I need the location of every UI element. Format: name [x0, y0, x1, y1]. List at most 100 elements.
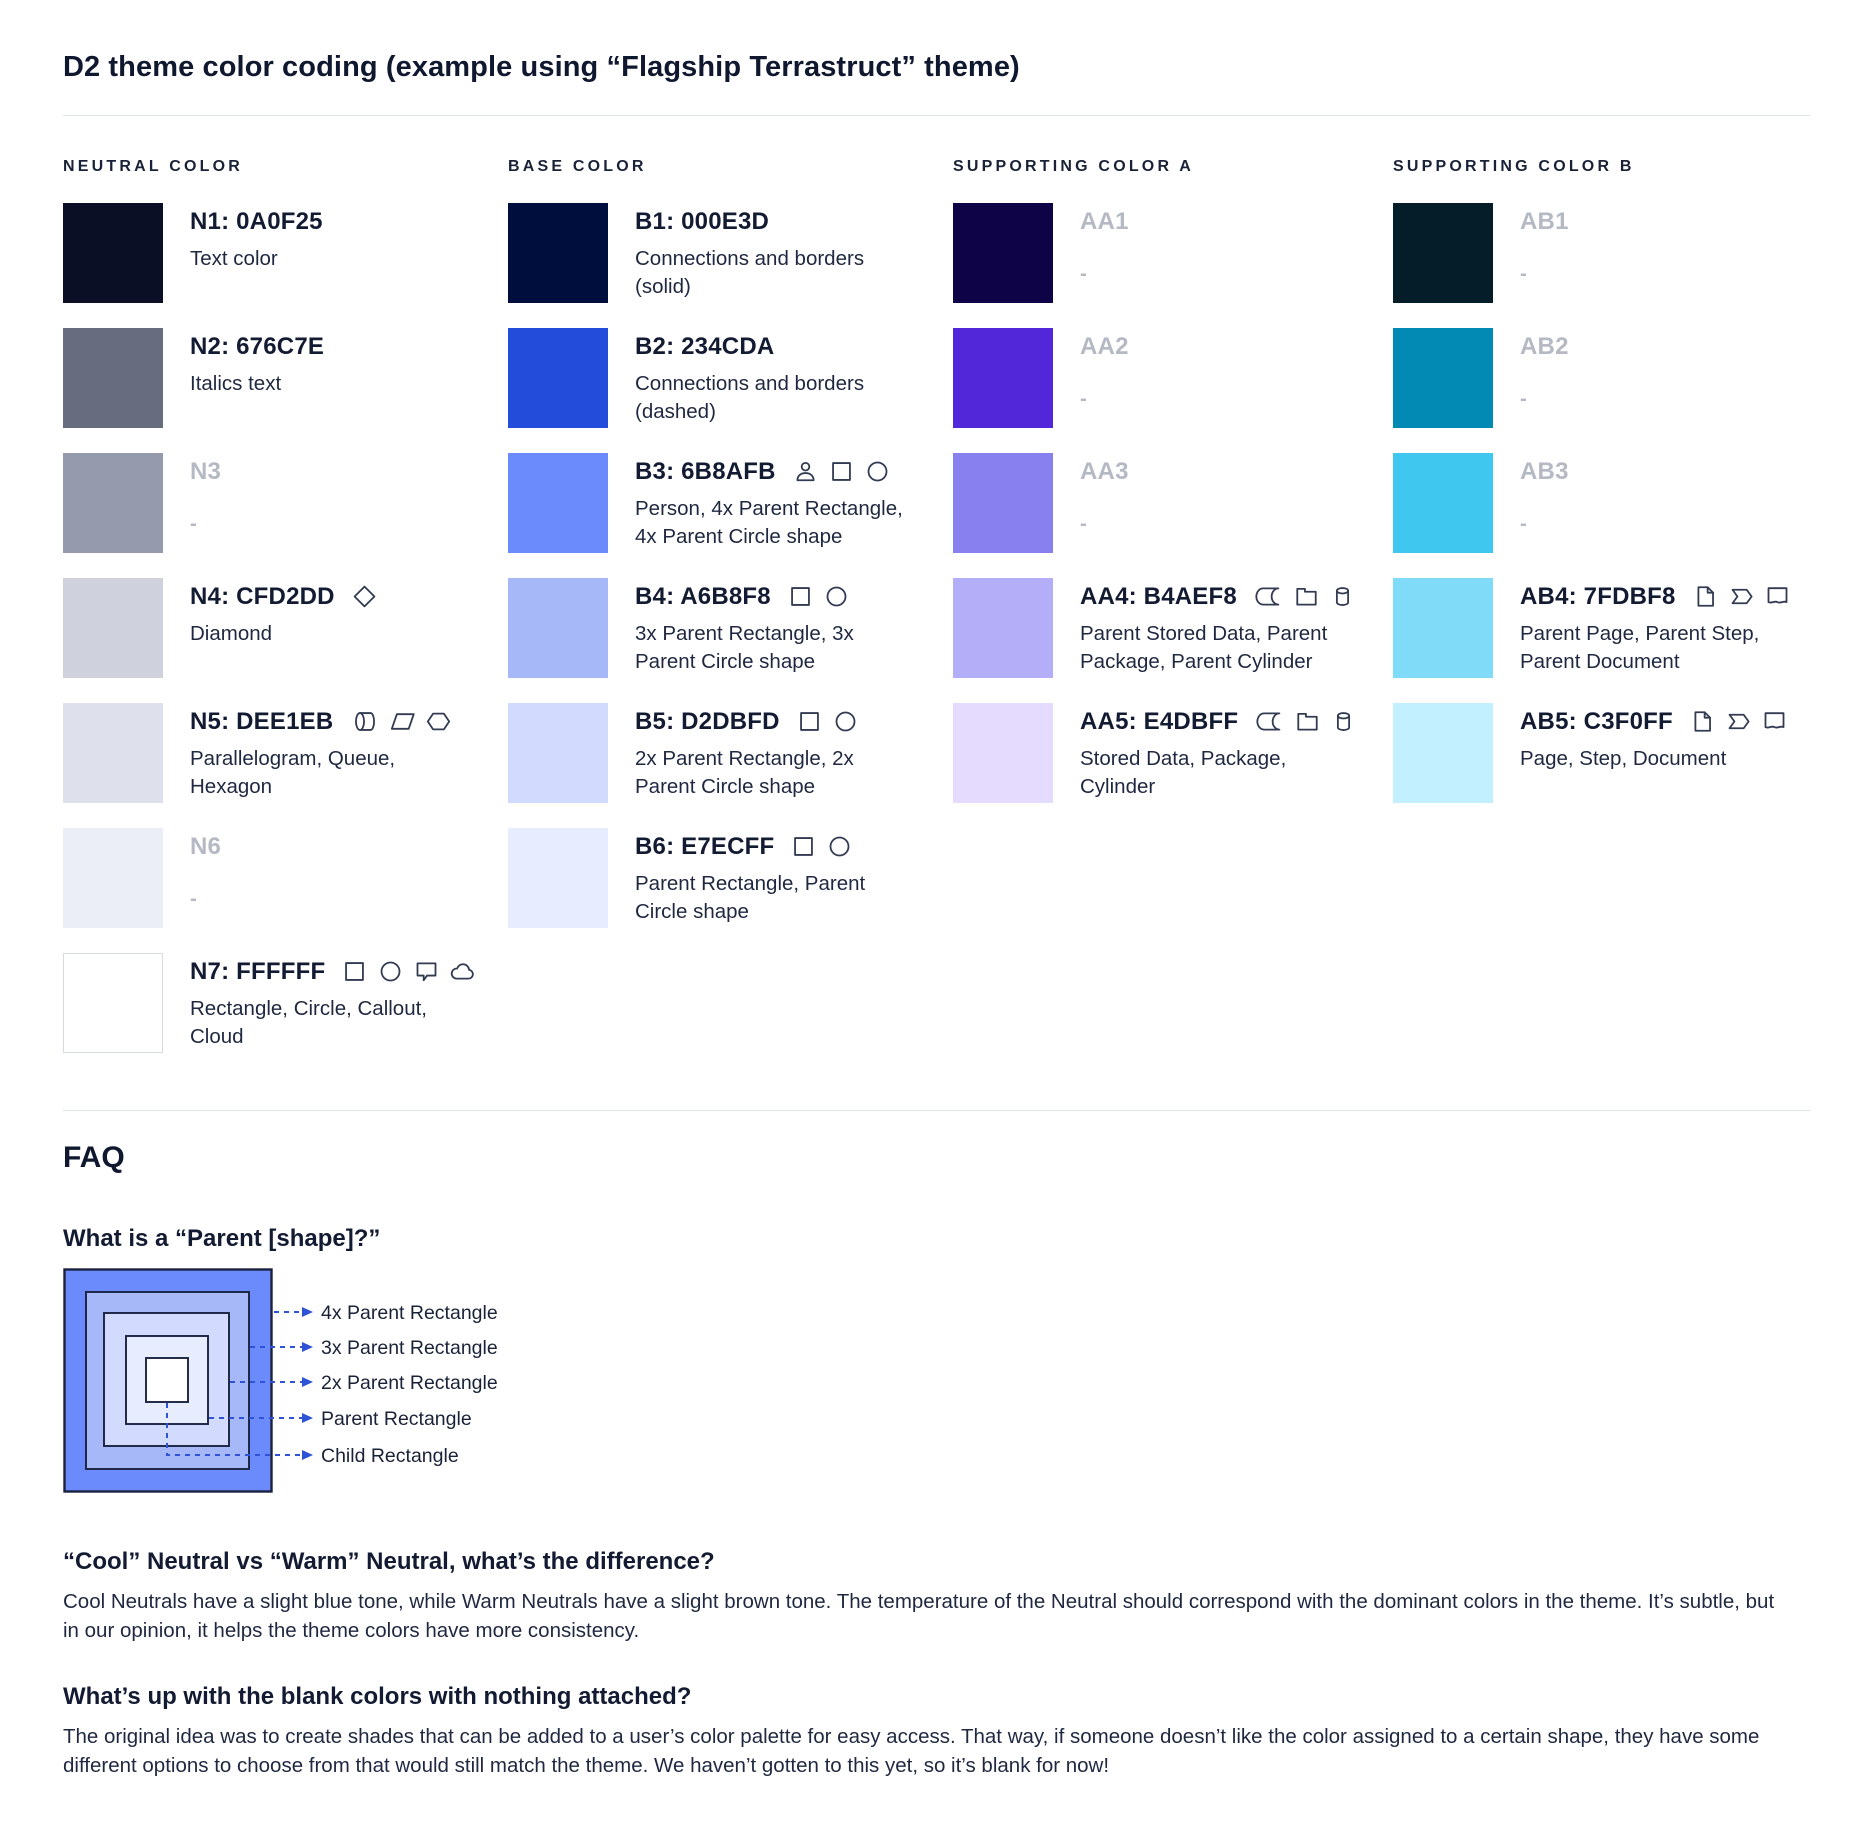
color-usage-description: Person, 4x Parent Rectangle, 4x Parent C…: [635, 496, 903, 548]
color-code-label: AA3: [1080, 457, 1129, 485]
color-code-label: AB4: 7FDBF8: [1520, 582, 1676, 610]
page-icon: [1692, 583, 1719, 610]
column-supporting-color-b: SUPPORTING COLOR B AB1 - AB2 - AB3 - AB4…: [1393, 158, 1820, 828]
faq-heading: FAQ: [63, 1140, 125, 1174]
color-swatch: [63, 702, 163, 803]
color-swatch: [1393, 577, 1493, 678]
document-icon: [1761, 708, 1788, 735]
cylinder-icon: [1329, 583, 1356, 610]
hexagon-icon: [425, 708, 452, 735]
diagram-label: 2x Parent Rectangle: [321, 1372, 498, 1394]
color-row-ab3: AB3 -: [1393, 452, 1820, 553]
color-code-label: N7: FFFFFF: [190, 957, 326, 985]
color-swatch: [63, 202, 163, 303]
color-usage-description: Stored Data, Package, Cylinder: [1080, 746, 1287, 798]
color-code-label: B2: 234CDA: [635, 332, 775, 360]
color-swatch: [63, 327, 163, 428]
color-code-label: B4: A6B8F8: [635, 582, 771, 610]
color-usage-description: Rectangle, Circle, Callout, Cloud: [190, 996, 427, 1048]
diamond-icon: [351, 583, 378, 610]
color-usage-description: 3x Parent Rectangle, 3x Parent Circle sh…: [635, 621, 854, 673]
color-row-ab2: AB2 -: [1393, 327, 1820, 428]
faq-section: FAQ What is a “Parent [shape]?” 4x P: [63, 1141, 1810, 1780]
package-icon: [1293, 583, 1320, 610]
column-header: NEUTRAL COLOR: [63, 157, 243, 175]
stored-data-icon: [1253, 583, 1284, 610]
color-swatch: [953, 327, 1053, 428]
color-swatch: [63, 952, 163, 1053]
shape-icons: [1253, 583, 1356, 610]
column-header: SUPPORTING COLOR A: [953, 157, 1195, 175]
nested-rectangles-diagram: 4x Parent Rectangle 3x Parent Rectangle …: [63, 1268, 498, 1493]
color-row-n6: N6 -: [63, 827, 508, 928]
color-row-b1: B1: 000E3D Connections and borders (soli…: [508, 202, 953, 303]
diagram-label: Parent Rectangle: [321, 1408, 472, 1430]
color-row-aa2: AA2 -: [953, 327, 1393, 428]
circle-icon: [864, 458, 891, 485]
color-usage-description: -: [1520, 386, 1527, 410]
color-usage-description: Parallelogram, Queue, Hexagon: [190, 746, 396, 798]
parent-shape-diagram: 4x Parent Rectangle 3x Parent Rectangle …: [63, 1268, 1810, 1508]
color-code-label: AB3: [1520, 457, 1569, 485]
color-row-b4: B4: A6B8F8 3x Parent Rectangle, 3x Paren…: [508, 577, 953, 678]
color-swatch: [953, 202, 1053, 303]
page-title: D2 theme color coding (example using “Fl…: [63, 51, 1020, 83]
arrowhead-icon: [302, 1341, 313, 1352]
color-swatch: [1393, 702, 1493, 803]
color-code-label: AA1: [1080, 207, 1129, 235]
page-icon: [1689, 708, 1716, 735]
arrowhead-icon: [302, 1376, 313, 1387]
color-code-label: AA5: E4DBFF: [1080, 707, 1239, 735]
color-code-label: B1: 000E3D: [635, 207, 770, 235]
color-swatch: [508, 452, 608, 553]
person-icon: [792, 458, 819, 485]
color-swatch: [953, 452, 1053, 553]
shape-icons: [1692, 583, 1791, 610]
faq-question-cool-vs-warm: “Cool” Neutral vs “Warm” Neutral, what’s…: [63, 1547, 715, 1575]
color-row-aa5: AA5: E4DBFF Stored Data, Package, Cylind…: [953, 702, 1393, 803]
color-swatch: [508, 827, 608, 928]
color-swatch: [953, 702, 1053, 803]
cylinder-icon: [1330, 708, 1357, 735]
color-row-n4: N4: CFD2DD Diamond: [63, 577, 508, 678]
shape-icons: [790, 833, 853, 860]
rectangle-icon: [796, 708, 823, 735]
column-supporting-color-a: SUPPORTING COLOR A AA1 - AA2 - AA3 - AA4…: [953, 158, 1393, 828]
shape-icons: [351, 583, 378, 610]
callout-icon: [413, 958, 440, 985]
color-usage-description: Parent Rectangle, Parent Circle shape: [635, 871, 866, 923]
color-code-label: AB2: [1520, 332, 1569, 360]
color-swatch: [1393, 327, 1493, 428]
diagram-rect-child: [145, 1356, 189, 1403]
circle-icon: [377, 958, 404, 985]
color-usage-description: -: [190, 511, 197, 535]
shape-icons: [796, 708, 859, 735]
step-icon: [1728, 583, 1755, 610]
rectangle-icon: [790, 833, 817, 860]
shape-icons: [349, 708, 452, 735]
color-code-label: N3: [190, 457, 222, 485]
color-usage-description: Diamond: [190, 621, 273, 645]
color-swatch: [953, 577, 1053, 678]
color-row-aa1: AA1 -: [953, 202, 1393, 303]
color-row-aa3: AA3 -: [953, 452, 1393, 553]
color-row-b3: B3: 6B8AFB Person, 4x Parent Rectangle, …: [508, 452, 953, 553]
color-usage-description: -: [1080, 386, 1087, 410]
column-neutral-color: NEUTRAL COLOR N1: 0A0F25 Text color N2: …: [63, 158, 508, 1078]
color-swatch: [1393, 202, 1493, 303]
column-header: BASE COLOR: [508, 157, 647, 175]
color-code-label: B5: D2DBFD: [635, 707, 780, 735]
color-row-n3: N3 -: [63, 452, 508, 553]
color-row-n7: N7: FFFFFF Rectangle, Circle, Callout, C…: [63, 952, 508, 1053]
color-code-label: AB5: C3F0FF: [1520, 707, 1673, 735]
color-code-label: AA2: [1080, 332, 1129, 360]
faq-question-blank-colors: What’s up with the blank colors with not…: [63, 1682, 692, 1710]
document-icon: [1764, 583, 1791, 610]
shape-icons: [787, 583, 850, 610]
arrowhead-icon: [302, 1306, 313, 1317]
color-code-label: N1: 0A0F25: [190, 207, 323, 235]
stored-data-icon: [1254, 708, 1285, 735]
step-icon: [1725, 708, 1752, 735]
faq-answer-cool-vs-warm: Cool Neutrals have a slight blue tone, w…: [63, 1589, 1775, 1642]
parallelogram-icon: [389, 708, 416, 735]
